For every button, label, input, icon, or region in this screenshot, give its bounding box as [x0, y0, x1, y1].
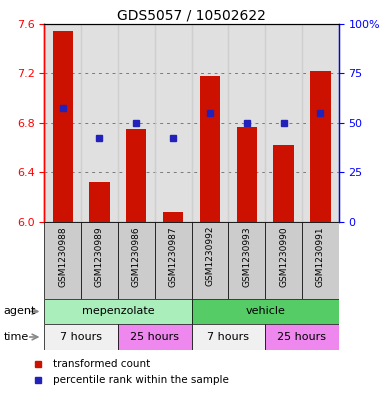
- Bar: [126, 129, 146, 222]
- Bar: [265, 24, 302, 222]
- Text: GSM1230992: GSM1230992: [206, 226, 214, 286]
- Title: GDS5057 / 10502622: GDS5057 / 10502622: [117, 8, 266, 22]
- Text: GSM1230989: GSM1230989: [95, 226, 104, 286]
- Bar: [44, 24, 81, 222]
- Bar: [44, 222, 81, 299]
- Bar: [163, 212, 183, 222]
- Text: mepenzolate: mepenzolate: [82, 307, 154, 316]
- Bar: [81, 24, 118, 222]
- Bar: [228, 24, 265, 222]
- Text: 7 hours: 7 hours: [208, 332, 249, 342]
- Text: agent: agent: [4, 307, 36, 316]
- Text: GSM1230991: GSM1230991: [316, 226, 325, 286]
- Bar: [81, 222, 118, 299]
- Bar: [44, 324, 118, 350]
- Text: transformed count: transformed count: [53, 358, 151, 369]
- Bar: [118, 324, 192, 350]
- Text: time: time: [4, 332, 29, 342]
- Bar: [192, 324, 265, 350]
- Text: GSM1230990: GSM1230990: [279, 226, 288, 286]
- Text: percentile rank within the sample: percentile rank within the sample: [53, 375, 229, 385]
- Text: 25 hours: 25 hours: [130, 332, 179, 342]
- Text: GSM1230986: GSM1230986: [132, 226, 141, 286]
- Bar: [44, 299, 192, 324]
- Text: vehicle: vehicle: [245, 307, 285, 316]
- Bar: [302, 222, 339, 299]
- Bar: [273, 145, 294, 222]
- Bar: [265, 324, 339, 350]
- Bar: [200, 76, 220, 222]
- Text: GSM1230988: GSM1230988: [58, 226, 67, 286]
- Bar: [118, 24, 155, 222]
- Text: 25 hours: 25 hours: [278, 332, 326, 342]
- Bar: [192, 24, 228, 222]
- Bar: [89, 182, 110, 222]
- Bar: [265, 222, 302, 299]
- Bar: [237, 127, 257, 222]
- Text: 7 hours: 7 hours: [60, 332, 102, 342]
- Bar: [310, 71, 330, 222]
- Bar: [302, 24, 339, 222]
- Bar: [155, 222, 192, 299]
- Bar: [155, 24, 192, 222]
- Bar: [118, 222, 155, 299]
- Text: GSM1230993: GSM1230993: [242, 226, 251, 286]
- Bar: [228, 222, 265, 299]
- Bar: [53, 31, 73, 222]
- Bar: [192, 222, 228, 299]
- Bar: [192, 299, 339, 324]
- Text: GSM1230987: GSM1230987: [169, 226, 177, 286]
